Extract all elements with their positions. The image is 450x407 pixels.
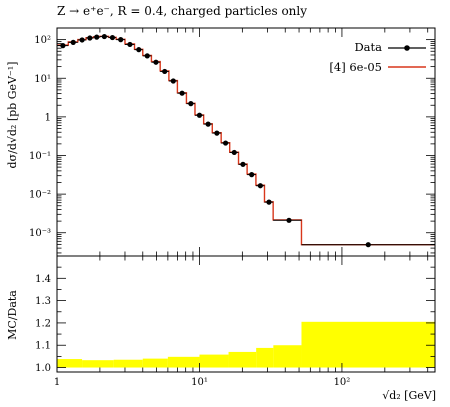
ratio-band-bin (273, 345, 302, 368)
y-tick-label: 10⁻³ (29, 228, 51, 239)
ratio-ylabel: MC/Data (6, 290, 19, 340)
data-point (153, 59, 159, 65)
data-point (101, 33, 107, 40)
data-point (365, 242, 371, 248)
data-point (60, 43, 66, 49)
data-point (266, 199, 272, 205)
data-point (79, 37, 85, 43)
chart-title: Z → e⁺e⁻, R = 0.4, charged particles onl… (57, 4, 307, 18)
ratio-frame (56, 255, 436, 373)
x-tick-label: 10² (334, 377, 351, 388)
data-point (136, 47, 142, 53)
ratio-ylabel-text: MC/Data (6, 290, 19, 340)
legend-label-mc: [4] 6e-05 (329, 60, 382, 74)
main-ylabel-text: dσ/d√d₂ [pb GeV⁻¹] (6, 62, 19, 169)
ratio-band-bin (228, 351, 257, 368)
data-point (170, 78, 176, 84)
data-point (109, 34, 116, 41)
legend: Data [4] 6e-05 (329, 40, 426, 74)
x-tick-label: 1 (54, 377, 60, 388)
data-point (231, 149, 237, 156)
ratio-y-tick-label: 1.0 (35, 363, 51, 374)
main-ylabel: dσ/d√d₂ [pb GeV⁻¹] (6, 62, 19, 169)
data-point (196, 112, 203, 118)
data-point (222, 140, 229, 146)
ratio-band-bin (82, 360, 114, 368)
ratio-band-bin (113, 359, 143, 368)
y-tick-label: 1 (45, 112, 51, 123)
data-point (118, 37, 124, 43)
ratio-y-tick-label: 1.4 (35, 274, 51, 285)
y-tick-label: 10⁻² (29, 190, 51, 201)
data-point (240, 161, 246, 167)
ratio-y-tick-label: 1.1 (35, 341, 51, 352)
data-point (286, 217, 292, 223)
legend-marker-data (404, 45, 410, 51)
data-point (144, 53, 150, 59)
data-point (188, 101, 194, 107)
data-point (127, 41, 133, 48)
data-point (162, 68, 168, 75)
legend-label-data: Data (354, 40, 382, 54)
y-tick-label: 10¹ (34, 74, 51, 85)
data-point (249, 172, 255, 178)
ratio-band-bin (199, 354, 229, 368)
data-point (94, 34, 100, 40)
main-plot: 10⁻³ 10⁻² 10⁻¹ 1 10¹ 10² (29, 27, 436, 257)
ratio-band-bin (142, 358, 168, 368)
data-point (214, 130, 220, 136)
y-tick-label: 10² (34, 35, 51, 46)
ratio-band-bin (301, 321, 435, 368)
data-point (87, 35, 93, 41)
data-point (179, 90, 185, 96)
ratio-y-tick-label: 1.3 (35, 296, 51, 307)
ratio-plot: 1 10¹ 10² 1.0 1.1 1.2 1.3 1.4 (35, 255, 436, 388)
ratio-y-tick-label: 1.2 (35, 318, 51, 329)
xlabel: √d₂ [GeV] (382, 389, 436, 402)
x-tick-label: 10¹ (191, 377, 208, 388)
data-point (70, 39, 76, 45)
ratio-band-bin (256, 347, 274, 368)
data-point (257, 183, 263, 189)
data-point (205, 121, 211, 127)
y-tick-label: 10⁻¹ (29, 151, 51, 162)
ratio-band-bin (57, 359, 83, 368)
ratio-band-bin (167, 356, 200, 368)
